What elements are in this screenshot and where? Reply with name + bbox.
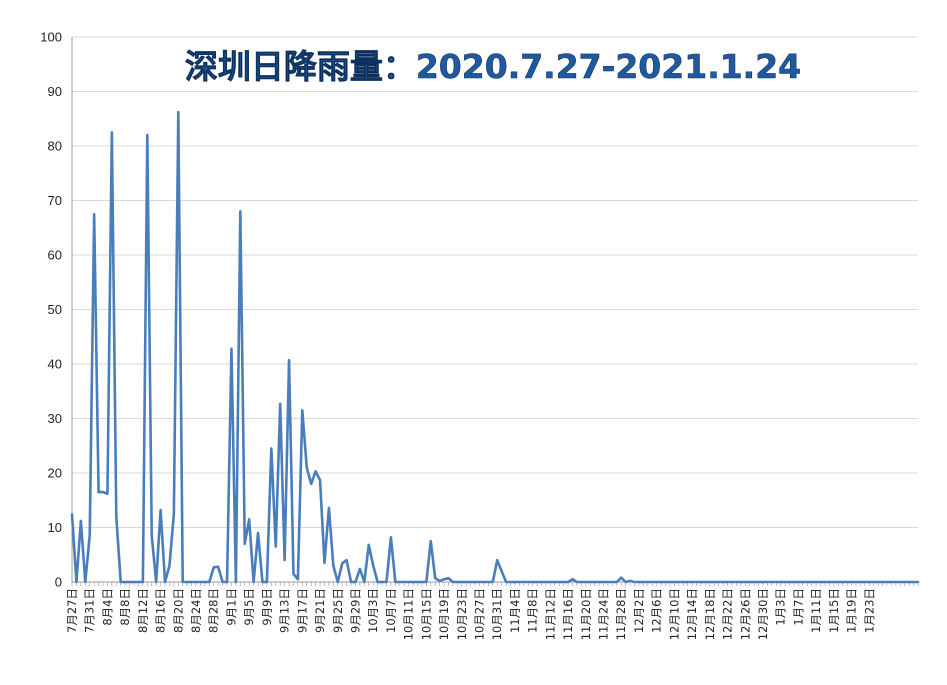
x-tick-label: 11月28日 bbox=[614, 588, 628, 640]
x-tick-label: 8月8日 bbox=[118, 588, 132, 626]
y-tick-label: 20 bbox=[48, 466, 62, 481]
x-tick-label: 12月26日 bbox=[738, 588, 752, 640]
x-tick-label: 8月28日 bbox=[207, 588, 221, 633]
x-tick-label: 9月13日 bbox=[278, 588, 292, 633]
x-tick-label: 10月27日 bbox=[472, 588, 486, 640]
x-tick-label: 12月2日 bbox=[632, 588, 646, 633]
x-tick-label: 10月31日 bbox=[490, 588, 504, 640]
x-tick-label: 9月17日 bbox=[295, 588, 309, 633]
y-tick-label: 50 bbox=[48, 302, 62, 317]
x-tick-label: 9月9日 bbox=[260, 588, 274, 626]
x-tick-label: 8月4日 bbox=[100, 588, 114, 626]
x-tick-label: 7月27日 bbox=[65, 588, 79, 633]
x-tick-label: 12月18日 bbox=[703, 588, 717, 640]
y-tick-label: 10 bbox=[48, 520, 62, 535]
x-tick-label: 11月16日 bbox=[561, 588, 575, 640]
x-tick-label: 9月1日 bbox=[224, 588, 238, 626]
x-tick-label: 12月6日 bbox=[650, 588, 664, 633]
x-tick-label: 8月12日 bbox=[136, 588, 150, 633]
x-tick-label: 1月7日 bbox=[791, 588, 805, 626]
x-tick-label: 9月29日 bbox=[348, 588, 362, 633]
series-layer bbox=[70, 110, 920, 584]
chart-title: 深圳日降雨量：2020.7.27-2021.1.24 bbox=[185, 47, 801, 86]
x-tick-label: 12月10日 bbox=[667, 588, 681, 640]
x-tick-label: 12月22日 bbox=[721, 588, 735, 640]
x-tick-label: 10月15日 bbox=[419, 588, 433, 640]
x-axis-ticks: 7月27日 7月31日 8月4日 8月8日 8月12日 8月16日 8月20日 8月24日 8月… bbox=[65, 582, 919, 640]
y-tick-label: 0 bbox=[55, 575, 62, 590]
x-tick-label: 10月3日 bbox=[366, 588, 380, 633]
y-axis-ticks: 0 10 20 30 40 50 60 70 80 90 100 bbox=[40, 30, 62, 590]
x-tick-label: 12月14日 bbox=[685, 588, 699, 640]
x-tick-label: 11月8日 bbox=[526, 588, 540, 633]
y-tick-label: 60 bbox=[48, 248, 62, 263]
y-tick-label: 90 bbox=[48, 84, 62, 99]
x-tick-label: 10月23日 bbox=[455, 588, 469, 640]
x-tick-label: 9月5日 bbox=[242, 588, 256, 626]
x-tick-label: 9月21日 bbox=[313, 588, 327, 633]
x-tick-label: 9月25日 bbox=[331, 588, 345, 633]
x-tick-label: 10月19日 bbox=[437, 588, 451, 640]
x-tick-label: 10月7日 bbox=[384, 588, 398, 633]
x-tick-label: 10月11日 bbox=[402, 588, 416, 640]
y-tick-label: 70 bbox=[48, 193, 62, 208]
x-tick-label: 1月11日 bbox=[809, 588, 823, 633]
x-tick-label: 11月24日 bbox=[597, 588, 611, 640]
x-tick-label: 11月12日 bbox=[543, 588, 557, 640]
y-tick-label: 80 bbox=[48, 139, 62, 154]
y-tick-label: 40 bbox=[48, 357, 62, 372]
x-tick-label: 8月24日 bbox=[189, 588, 203, 633]
x-tick-label: 8月16日 bbox=[154, 588, 168, 633]
x-tick-label: 1月23日 bbox=[862, 588, 876, 633]
x-tick-label: 12月30日 bbox=[756, 588, 770, 640]
x-tick-label: 1月15日 bbox=[827, 588, 841, 633]
x-tick-label: 1月3日 bbox=[774, 588, 788, 626]
x-tick-label: 11月20日 bbox=[579, 588, 593, 640]
gridlines bbox=[71, 36, 918, 583]
x-tick-label: 7月31日 bbox=[83, 588, 97, 633]
y-tick-label: 100 bbox=[40, 30, 62, 45]
x-tick-label: 8月20日 bbox=[171, 588, 185, 633]
series-line-rainfall bbox=[70, 110, 920, 584]
x-tick-label: 1月19日 bbox=[845, 588, 859, 633]
x-tick-label: 11月4日 bbox=[508, 588, 522, 633]
y-tick-label: 30 bbox=[48, 411, 62, 426]
